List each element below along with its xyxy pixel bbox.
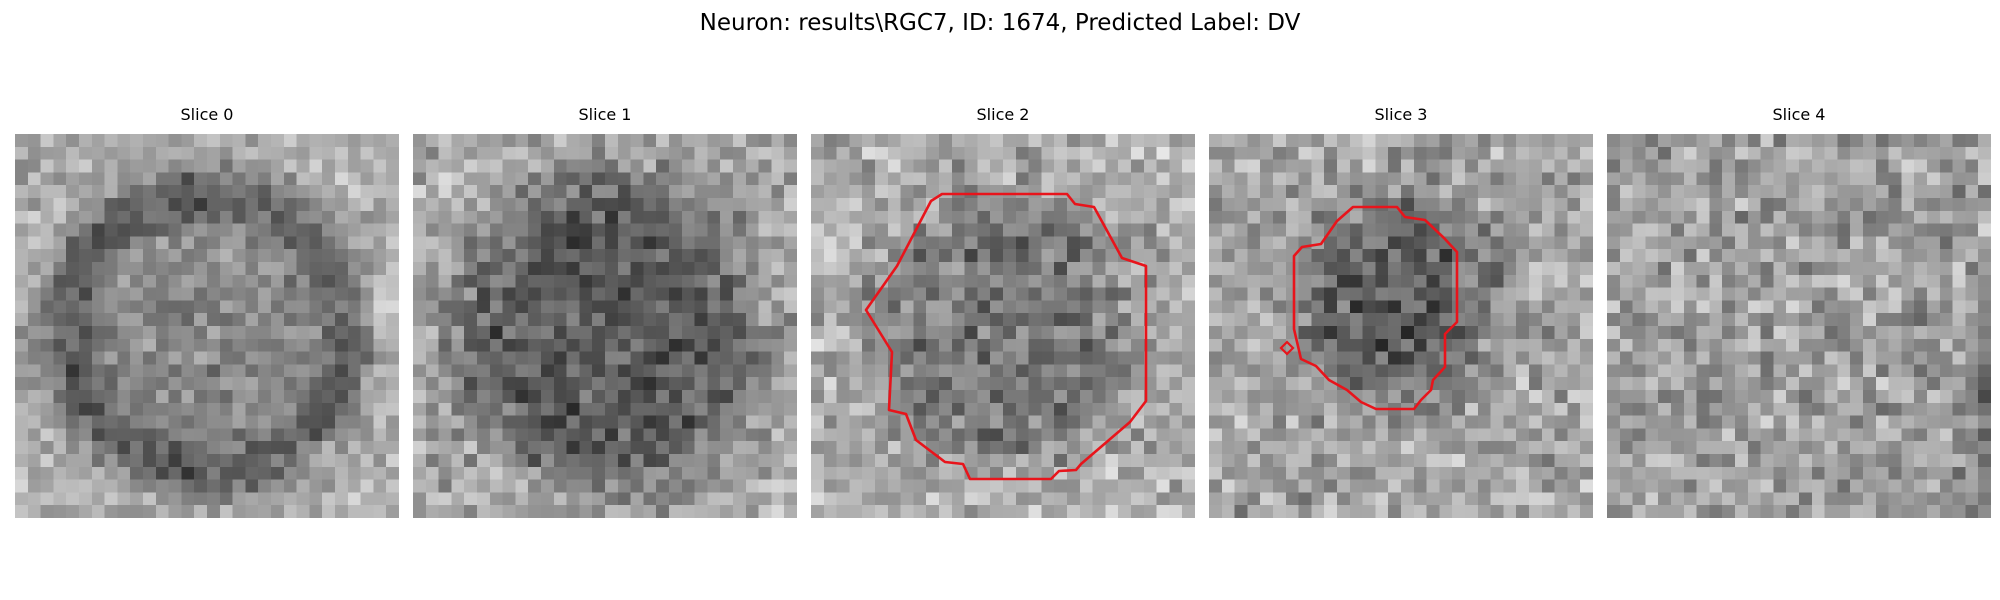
slice-image <box>15 134 399 518</box>
slice-image-frame <box>1209 134 1593 518</box>
roi-contour <box>1292 205 1459 411</box>
roi-contour <box>1279 340 1295 356</box>
slice-image <box>1209 134 1593 518</box>
slice-title: Slice 0 <box>180 105 234 124</box>
roi-contour <box>864 192 1148 481</box>
slice-panel-2: Slice 2 <box>811 104 1195 518</box>
slice-panel-0: Slice 0 <box>15 104 399 518</box>
slice-title: Slice 3 <box>1374 105 1428 124</box>
slice-title: Slice 1 <box>578 105 632 124</box>
slice-panel-1: Slice 1 <box>413 104 797 518</box>
slice-image <box>413 134 797 518</box>
roi-contour-overlay <box>1279 205 1459 411</box>
slice-image-frame <box>413 134 797 518</box>
slice-panel-3: Slice 3 <box>1209 104 1593 518</box>
slice-panel-4: Slice 4 <box>1607 104 1991 518</box>
slice-image-frame <box>1607 134 1991 518</box>
figure-title: Neuron: results\RGC7, ID: 1674, Predicte… <box>699 10 1301 36</box>
slice-image-frame <box>811 134 1195 518</box>
slice-title: Slice 2 <box>976 105 1030 124</box>
slice-image-frame <box>15 134 399 518</box>
roi-contour-overlay <box>864 192 1148 481</box>
slice-image <box>1607 134 1991 518</box>
slice-title: Slice 4 <box>1772 105 1826 124</box>
